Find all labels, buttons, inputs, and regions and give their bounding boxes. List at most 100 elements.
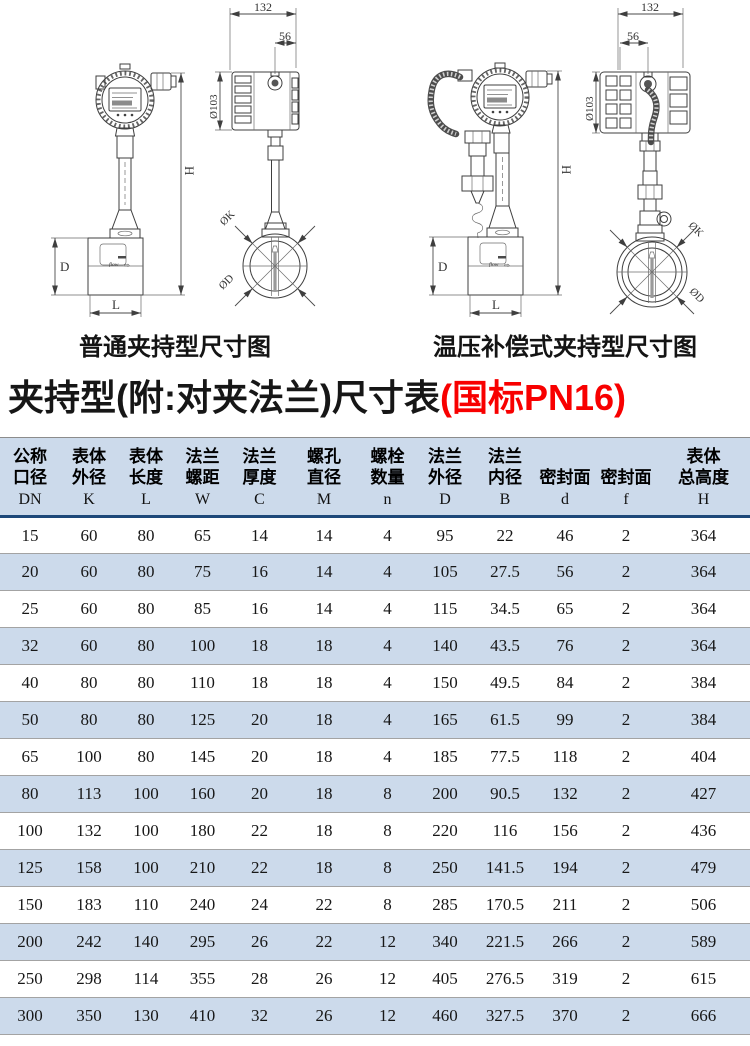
table-cell: 75 [174,553,231,591]
table-cell: 295 [174,923,231,961]
housing-side [232,72,299,130]
threaded-neck [494,133,509,153]
table-cell: 8 [360,775,415,813]
diagram-compensated-clamp-type: flow ⇨ D L H 132 56 [400,0,707,322]
table-cell: 12 [360,960,415,998]
table-cell: 99 [535,701,595,739]
table-cell: 22 [475,516,535,554]
table-cell: 125 [0,849,60,887]
table-cell: 116 [475,812,535,850]
dim-label-dia103: Ø103 [208,94,220,119]
table-cell: 150 [415,664,475,702]
table-cell: 22 [231,849,288,887]
head-top-screw [120,64,130,69]
table-cell: 2 [595,960,657,998]
table-cell: 18 [288,701,360,739]
diagram-plain-clamp-type: flow ⇨ D L H 132 56 [38,0,348,322]
table-row: 150 183 110 240 24 22 8 285 170.5 211 2 506 [0,886,750,924]
table-cell: 4 [360,664,415,702]
header-cell: 法兰 螺距 W [174,437,231,518]
table-cell: 615 [657,960,750,998]
header-cell: 法兰 内径 B [475,437,535,518]
table-cell: 16 [231,553,288,591]
table-cell: 100 [60,738,118,776]
table-row: 40 80 80 110 18 18 4 150 49.5 84 2 384 [0,664,750,702]
table-cell: 405 [415,960,475,998]
header-cell: 螺孔 直径 M [288,437,360,518]
table-cell: 26 [288,997,360,1035]
header-cell: 公称 口径 DN [0,437,60,518]
table-cell: 2 [595,701,657,739]
table-cell: 506 [657,886,750,924]
table-cell: 8 [360,812,415,850]
table-cell: 4 [360,701,415,739]
table-cell: 20 [0,553,60,591]
table-cell: 80 [118,553,174,591]
table-cell: 8 [360,886,415,924]
table-cell: 145 [174,738,231,776]
head-bezel [96,71,154,129]
table-cell: 14 [288,553,360,591]
table-cell: 2 [595,627,657,665]
table-cell: 364 [657,590,750,628]
table-cell: 65 [535,590,595,628]
capillary-coil [472,203,483,233]
table-cell: 4 [360,627,415,665]
table-cell: 132 [60,812,118,850]
table-cell: 200 [415,775,475,813]
head-top-screw [495,63,505,68]
table-cell: 84 [535,664,595,702]
table-cell: 364 [657,553,750,591]
table-cell: 384 [657,701,750,739]
table-cell: 14 [231,516,288,554]
table-cell: 110 [118,886,174,924]
dim-label-boltcircle: ØK [686,220,706,240]
flow-label: flow [489,261,499,268]
table-cell: 100 [118,812,174,850]
table-cell: 2 [595,923,657,961]
table-cell: 18 [288,849,360,887]
table-cell: 22 [288,923,360,961]
table-cell: 49.5 [475,664,535,702]
table-cell: 105 [415,553,475,591]
table-cell: 18 [288,775,360,813]
table-cell: 50 [0,701,60,739]
table-cell: 404 [657,738,750,776]
table-row: 25 60 80 85 16 14 4 115 34.5 65 2 364 [0,590,750,628]
table-cell: 2 [595,886,657,924]
table-cell: 100 [118,775,174,813]
table-cell: 370 [535,997,595,1035]
table-cell: 2 [595,775,657,813]
table-cell: 60 [60,627,118,665]
table-cell: 14 [288,516,360,554]
dim-label-dia103: Ø103 [584,96,596,121]
table-cell: 26 [231,923,288,961]
table-cell: 18 [231,627,288,665]
table-cell: 364 [657,516,750,554]
table-cell: 165 [415,701,475,739]
table-cell: 65 [0,738,60,776]
table-cell: 80 [60,701,118,739]
table-row: 250 298 114 355 28 26 12 405 276.5 319 2 615 [0,960,750,998]
threaded-neck [117,136,133,158]
header-cell: 螺栓 数量 n [360,437,415,518]
dim-label-56: 56 [279,29,291,43]
table-cell: 427 [657,775,750,813]
table-cell: 2 [595,812,657,850]
header-cell: 密封面 d [535,437,595,518]
flow-arrow-icon: ⇨ [504,262,510,270]
table-cell: 300 [0,997,60,1035]
caption-plain-clamp: 普通夹持型尺寸图 [79,334,271,361]
table-row: 15 60 80 65 14 14 4 95 22 46 2 364 [0,516,750,554]
dim-label-H: H [559,165,574,174]
table-cell: 276.5 [475,960,535,998]
caption-compensated-clamp: 温压补偿式夹持型尺寸图 [433,334,697,361]
table-cell: 114 [118,960,174,998]
dim-label-132: 132 [254,0,272,14]
table-cell: 77.5 [475,738,535,776]
header-cell: 法兰 厚度 C [231,437,288,518]
header-cell: 密封面 f [595,437,657,518]
table-cell: 20 [231,738,288,776]
table-cell: 18 [288,812,360,850]
table-cell: 26 [288,960,360,998]
